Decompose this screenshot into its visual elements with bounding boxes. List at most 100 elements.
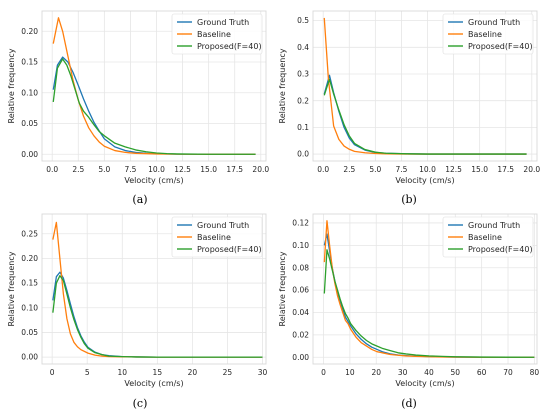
x-tick-label: 60: [477, 368, 487, 377]
legend-entry: Proposed(F=40): [197, 245, 262, 254]
y-tick-label: 0.08: [292, 263, 309, 272]
panel-caption: (c): [133, 397, 148, 410]
x-axis-label: Velocity (cm/s): [395, 176, 454, 185]
x-tick-label: 7.5: [395, 165, 407, 174]
x-tick-label: 40: [424, 368, 434, 377]
legend: Ground Truth Baseline Proposed(F=40): [171, 216, 263, 258]
legend-entry: Ground Truth: [468, 18, 520, 27]
legend-box: [442, 216, 534, 258]
series-line-proposed: [323, 249, 535, 358]
x-tick-label: 5.0: [98, 165, 110, 174]
x-tick-label: 20: [371, 368, 381, 377]
x-tick-label: 20.0: [252, 165, 269, 174]
y-tick-label: 0.15: [21, 279, 38, 288]
series-line-proposed: [323, 78, 527, 155]
x-tick-label: 20.0: [523, 165, 540, 174]
x-axis-label: Velocity (cm/s): [395, 379, 454, 388]
y-tick-label: 0.04: [292, 308, 309, 317]
x-tick-label: 10: [118, 368, 128, 377]
chart-panel-b: 0.0 2.5 5.0 7.5 10.0 12.5 15.0 17.5 20.0 0.0 0.1 0.…: [278, 10, 540, 206]
x-tick-label: 10.0: [148, 165, 165, 174]
y-tick-label: 0.20: [21, 254, 38, 263]
legend-entry: Proposed(F=40): [468, 245, 533, 254]
y-tick-label: 0.00: [21, 353, 38, 362]
legend-box: [442, 13, 534, 55]
chart-panel-a: 0.0 2.5 5.0 7.5 10.0 12.5 15.0 17.5 20.0 0.00 0.05…: [7, 10, 269, 206]
x-tick-label: 30: [258, 368, 268, 377]
plot-frame: [41, 10, 267, 162]
y-tick-label: 0.1: [297, 123, 309, 132]
y-tick-label: 0.15: [21, 58, 38, 67]
y-tick-label: 0.05: [21, 119, 38, 128]
legend: Ground Truth Baseline Proposed(F=40): [442, 216, 534, 258]
y-tick-label: 0.10: [292, 241, 309, 250]
x-tick-label: 12.5: [174, 165, 191, 174]
legend-entry: Baseline: [468, 233, 502, 242]
x-tick-label: 70: [503, 368, 513, 377]
y-axis-label: Relative frequency: [7, 251, 16, 326]
x-tick-label: 0.0: [46, 165, 58, 174]
series-line-ground_truth: [323, 74, 527, 155]
y-tick-label: 0.02: [292, 330, 309, 339]
legend-box: [171, 13, 263, 55]
y-tick-label: 0.4: [297, 43, 309, 52]
x-tick-label: 7.5: [124, 165, 136, 174]
x-tick-label: 10.0: [419, 165, 436, 174]
plot-frame: [41, 213, 267, 365]
x-tick-label: 15: [153, 368, 163, 377]
y-axis-label: Relative frequency: [7, 48, 16, 123]
y-tick-label: 0.5: [297, 16, 309, 25]
x-tick-label: 17.5: [497, 165, 514, 174]
x-tick-label: 15.0: [200, 165, 217, 174]
panel-caption: (b): [401, 193, 417, 206]
y-axis-label: Relative frequency: [278, 251, 287, 326]
legend-entry: Ground Truth: [468, 221, 520, 230]
chart-panel-c: 0 5 10 15 20 25 30 0.00 0.05 0.10 0.15 0.20 0.25 Velo…: [7, 213, 268, 410]
series-line-baseline: [52, 17, 256, 155]
y-tick-label: 0.05: [21, 328, 38, 337]
series-line-ground_truth: [52, 56, 256, 155]
y-tick-label: 0.2: [297, 96, 309, 105]
y-tick-label: 0.20: [21, 27, 38, 36]
x-tick-label: 30: [398, 368, 408, 377]
y-tick-label: 0.10: [21, 303, 38, 312]
legend-entry: Baseline: [468, 30, 502, 39]
x-tick-label: 5.0: [369, 165, 381, 174]
x-tick-label: 10: [345, 368, 355, 377]
y-tick-label: 0.0: [297, 150, 309, 159]
legend-entry: Baseline: [197, 233, 231, 242]
x-tick-label: 2.5: [343, 165, 355, 174]
x-tick-label: 2.5: [72, 165, 84, 174]
x-tick-label: 20: [188, 368, 198, 377]
y-tick-label: 0.12: [292, 219, 309, 228]
x-tick-label: 50: [451, 368, 461, 377]
panel-caption: (a): [132, 193, 147, 206]
legend-entry: Baseline: [197, 30, 231, 39]
panel-caption: (d): [401, 397, 417, 410]
plot-frame: [312, 213, 538, 365]
x-tick-label: 25: [223, 368, 233, 377]
x-axis-label: Velocity (cm/s): [124, 176, 183, 185]
legend: Ground Truth Baseline Proposed(F=40): [442, 13, 534, 55]
x-tick-label: 0: [50, 368, 55, 377]
x-axis-label: Velocity (cm/s): [124, 379, 183, 388]
x-tick-label: 0: [321, 368, 326, 377]
y-axis-label: Relative frequency: [278, 48, 287, 123]
x-tick-label: 17.5: [226, 165, 243, 174]
x-tick-label: 5: [85, 368, 90, 377]
x-tick-label: 80: [530, 368, 540, 377]
plot-frame: [312, 10, 538, 162]
legend: Ground Truth Baseline Proposed(F=40): [171, 13, 263, 55]
legend-entry: Ground Truth: [197, 18, 249, 27]
x-tick-label: 15.0: [471, 165, 488, 174]
legend-box: [171, 216, 263, 258]
y-tick-label: 0.25: [21, 229, 38, 238]
legend-entry: Proposed(F=40): [197, 42, 262, 51]
y-tick-label: 0.00: [292, 353, 309, 362]
legend-entry: Ground Truth: [197, 221, 249, 230]
series-line-proposed: [52, 275, 263, 358]
y-tick-label: 0.10: [21, 88, 38, 97]
x-tick-label: 12.5: [445, 165, 462, 174]
legend-entry: Proposed(F=40): [468, 42, 533, 51]
x-tick-label: 0.0: [317, 165, 329, 174]
